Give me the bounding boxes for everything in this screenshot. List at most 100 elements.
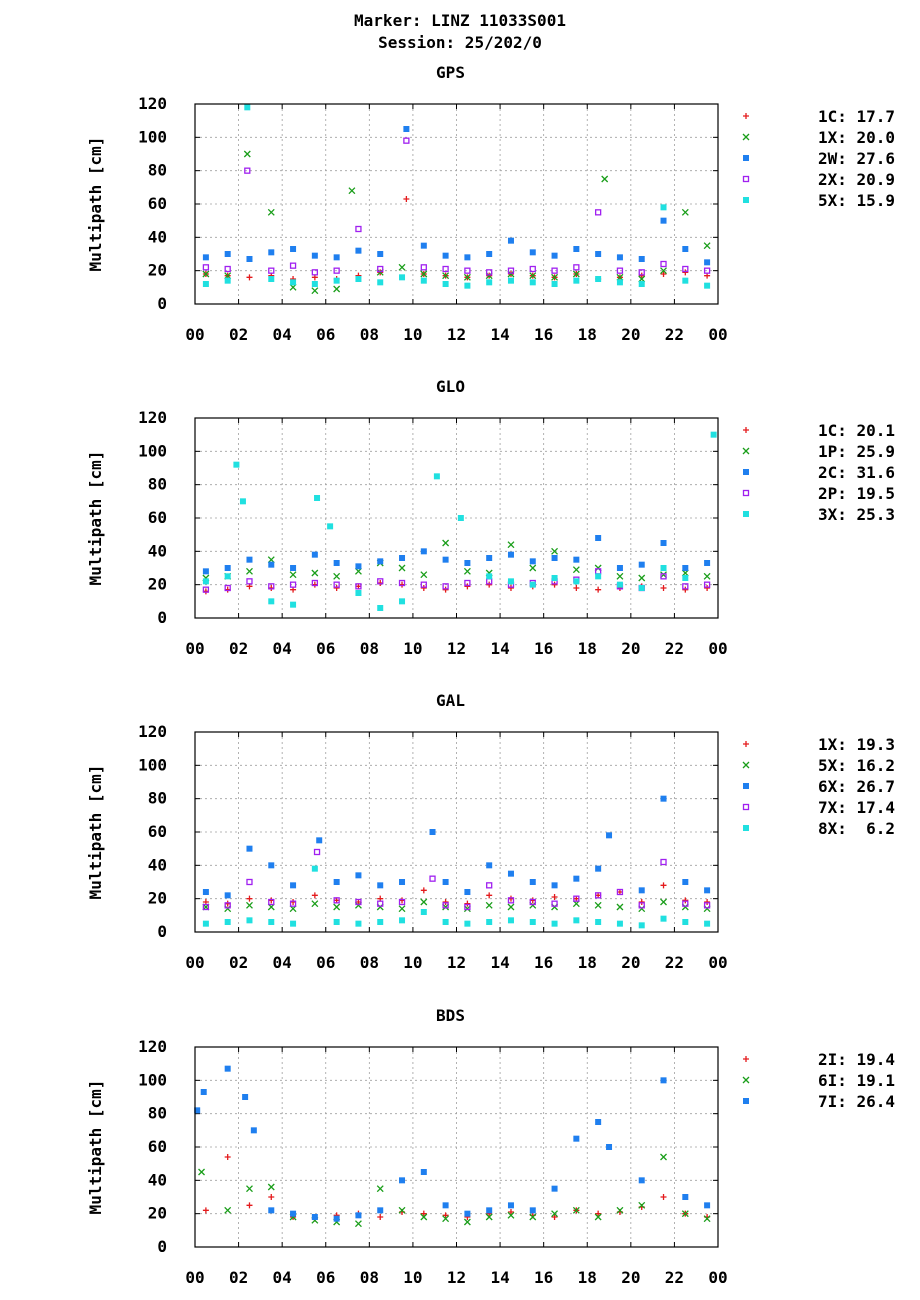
data-point — [399, 274, 406, 281]
data-point — [202, 586, 210, 593]
y-tick-label: 100 — [138, 127, 167, 146]
data-point — [660, 540, 667, 546]
y-tick-label: 20 — [148, 261, 167, 280]
data-point — [486, 279, 493, 286]
legend-entry: 8X: 6.2 — [818, 819, 895, 838]
y-tick-label: 100 — [138, 1070, 167, 1089]
data-point — [529, 564, 537, 572]
data-point — [246, 917, 253, 924]
data-point — [290, 920, 297, 927]
data-point — [606, 1144, 613, 1150]
data-point — [202, 568, 209, 575]
legend-marker — [743, 469, 749, 475]
series-gal-5x — [202, 898, 711, 913]
x-tick-label: 04 — [273, 1268, 292, 1287]
data-point — [403, 196, 410, 202]
data-point — [268, 249, 275, 256]
data-point — [224, 265, 231, 273]
data-point — [224, 277, 231, 284]
data-point — [290, 1210, 297, 1217]
x-tick-label: 00 — [185, 639, 204, 658]
figure-title-line2: Session: 25/202/0 — [378, 33, 542, 52]
data-point — [638, 281, 645, 287]
data-point — [377, 265, 384, 273]
x-tick-label: 18 — [578, 953, 597, 972]
data-point — [355, 247, 362, 254]
x-tick-label: 04 — [273, 639, 292, 658]
x-tick-label: 16 — [534, 953, 553, 972]
data-point — [529, 879, 536, 885]
series-gps-1x — [202, 150, 711, 295]
x-tick-label: 00 — [185, 325, 204, 344]
data-point — [311, 892, 318, 899]
data-point — [551, 547, 559, 555]
legend-entry: 7X: 17.4 — [818, 798, 895, 817]
data-point — [486, 882, 493, 889]
data-point — [348, 187, 356, 195]
data-point — [355, 225, 362, 233]
legend-entry: 3X: 25.3 — [818, 505, 895, 524]
data-point — [224, 573, 231, 580]
x-tick-label: 16 — [534, 325, 553, 344]
data-point — [224, 1154, 231, 1160]
data-point — [246, 895, 253, 902]
x-tick-label: 04 — [273, 325, 292, 344]
data-point — [198, 1168, 205, 1176]
data-point — [573, 875, 580, 882]
data-point — [355, 590, 362, 596]
data-point — [311, 569, 319, 577]
data-point — [660, 260, 667, 268]
data-point — [573, 578, 580, 585]
data-point — [595, 865, 602, 872]
y-tick-label: 60 — [148, 822, 167, 841]
x-tick-label: 08 — [360, 639, 379, 658]
data-point — [638, 899, 645, 905]
y-tick-label: 80 — [148, 161, 167, 180]
data-point — [202, 920, 209, 927]
data-point — [354, 1220, 362, 1228]
data-point — [638, 269, 645, 276]
data-point — [551, 1185, 558, 1192]
x-tick-label: 14 — [490, 639, 509, 658]
data-point — [595, 1210, 602, 1217]
data-point — [442, 919, 449, 925]
data-point — [333, 585, 340, 591]
data-point — [551, 920, 558, 927]
data-point — [246, 567, 253, 575]
data-point — [224, 584, 231, 592]
data-point — [313, 848, 321, 856]
legend-marker — [743, 155, 749, 161]
data-point — [572, 1206, 580, 1214]
data-point — [551, 894, 558, 900]
y-axis-label: Multipath [cm] — [86, 451, 105, 586]
x-tick-label: 00 — [708, 1268, 727, 1287]
data-point — [551, 882, 558, 889]
data-point — [660, 1194, 667, 1200]
data-point — [314, 495, 321, 501]
data-point — [464, 560, 471, 566]
data-point — [616, 903, 624, 911]
y-tick-label: 80 — [148, 1104, 167, 1123]
legend-entry: 7I: 26.4 — [818, 1092, 895, 1111]
data-point — [507, 903, 515, 911]
data-point — [246, 578, 253, 585]
data-point — [682, 565, 689, 571]
data-point — [704, 259, 711, 266]
data-point — [239, 498, 246, 505]
x-tick-label: 22 — [665, 639, 684, 658]
data-point — [429, 875, 436, 882]
data-point — [442, 272, 450, 280]
data-point — [638, 585, 645, 591]
x-tick-label: 08 — [360, 1268, 379, 1287]
data-point — [682, 265, 689, 273]
legend-marker — [743, 113, 749, 119]
data-point — [704, 282, 711, 289]
data-point — [399, 1177, 406, 1184]
data-point — [486, 919, 493, 925]
data-point — [442, 1212, 449, 1219]
data-point — [316, 837, 323, 844]
legend-marker — [742, 761, 750, 769]
data-point — [403, 137, 410, 144]
data-point — [660, 585, 667, 591]
